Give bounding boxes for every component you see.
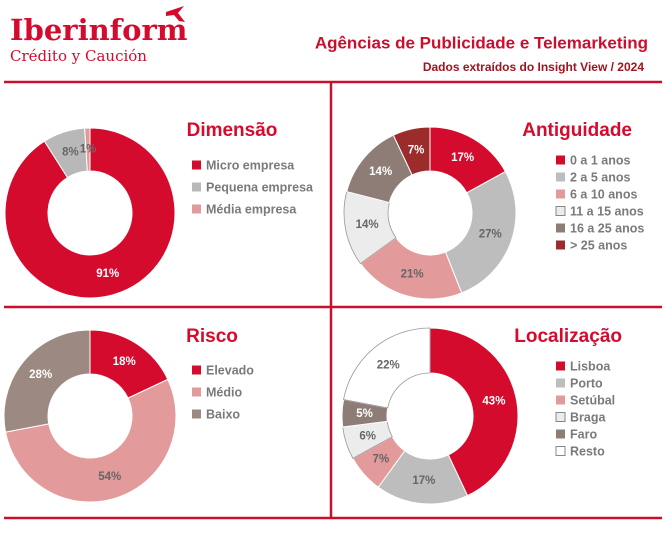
legend-swatch bbox=[556, 429, 565, 439]
value-label: 7% bbox=[373, 453, 390, 465]
value-label: 1% bbox=[80, 144, 97, 156]
legend-swatch bbox=[556, 395, 565, 405]
legend-swatch bbox=[556, 240, 565, 250]
value-label: 91% bbox=[96, 268, 119, 280]
chart-title: Risco bbox=[186, 326, 238, 347]
page-subtitle: Dados extraídos do Insight View / 2024 bbox=[423, 60, 645, 74]
legend-label: 6 a 10 anos bbox=[570, 187, 637, 201]
legend-label: 2 a 5 anos bbox=[570, 170, 630, 184]
donut-slice bbox=[343, 327, 431, 409]
chart-title: Localização bbox=[514, 326, 622, 347]
legend-swatch bbox=[556, 189, 565, 199]
legend-swatch bbox=[556, 155, 565, 165]
donut-slice bbox=[392, 126, 431, 176]
donut-slice bbox=[4, 378, 177, 503]
legend-swatch bbox=[556, 361, 565, 371]
value-label: 14% bbox=[356, 219, 379, 231]
legend-label: Braga bbox=[570, 410, 606, 424]
value-label: 7% bbox=[408, 145, 425, 157]
value-label: 21% bbox=[401, 268, 424, 280]
legend-swatch bbox=[192, 182, 201, 192]
brand-logo bbox=[166, 6, 185, 22]
chart-title: Antiguidade bbox=[522, 120, 632, 141]
value-label: 17% bbox=[412, 475, 435, 487]
value-label: 54% bbox=[98, 471, 121, 483]
legend-label: Médio bbox=[206, 385, 242, 399]
value-label: 27% bbox=[479, 229, 502, 241]
value-label: 5% bbox=[356, 408, 373, 420]
legend-label: Porto bbox=[570, 376, 603, 390]
donut-slice bbox=[429, 327, 519, 497]
legend-label: Baixo bbox=[206, 407, 240, 421]
legend-swatch bbox=[555, 206, 566, 216]
legend-swatch bbox=[192, 387, 201, 397]
legend-label: 16 a 25 anos bbox=[570, 221, 644, 235]
value-label: 43% bbox=[482, 396, 505, 408]
legend-label: > 25 anos bbox=[570, 238, 627, 252]
legend-swatch bbox=[556, 223, 565, 233]
legend-swatch bbox=[192, 160, 201, 170]
page-title: Agências de Publicidade e Telemarketing bbox=[315, 33, 648, 52]
value-label: 14% bbox=[369, 166, 392, 178]
legend-label: 0 a 1 anos bbox=[570, 153, 630, 167]
value-label: 22% bbox=[377, 360, 400, 372]
value-label: 8% bbox=[62, 147, 79, 159]
legend-swatch bbox=[555, 412, 566, 422]
value-label: 6% bbox=[359, 430, 376, 442]
donut-slice bbox=[3, 329, 91, 433]
legend-label: Pequena empresa bbox=[206, 180, 314, 194]
legend-swatch bbox=[192, 409, 201, 419]
legend-swatch bbox=[192, 204, 201, 214]
legend-label: Elevado bbox=[206, 363, 254, 377]
legend-swatch bbox=[555, 446, 566, 456]
value-label: 18% bbox=[113, 356, 136, 368]
legend-label: Micro empresa bbox=[206, 158, 295, 172]
donut-slice bbox=[4, 127, 176, 299]
legend-swatch bbox=[556, 378, 565, 388]
value-label: 28% bbox=[29, 369, 52, 381]
legend-label: Setúbal bbox=[570, 393, 615, 407]
dividers bbox=[4, 80, 662, 520]
legend-swatch bbox=[556, 172, 565, 182]
donut-slice bbox=[84, 127, 91, 172]
value-label: 17% bbox=[451, 152, 474, 164]
tagline: Crédito y Caución bbox=[10, 47, 147, 65]
legend-label: Média empresa bbox=[206, 202, 297, 216]
brand: Iberinform bbox=[10, 13, 188, 47]
legend-swatch bbox=[192, 365, 201, 375]
legend-label: Lisboa bbox=[570, 359, 611, 373]
donut-slice bbox=[444, 170, 517, 294]
legend-label: Resto bbox=[570, 444, 605, 458]
legend-label: Faro bbox=[570, 427, 597, 441]
chart-title: Dimensão bbox=[187, 120, 278, 141]
legend-label: 11 a 15 anos bbox=[570, 204, 644, 218]
